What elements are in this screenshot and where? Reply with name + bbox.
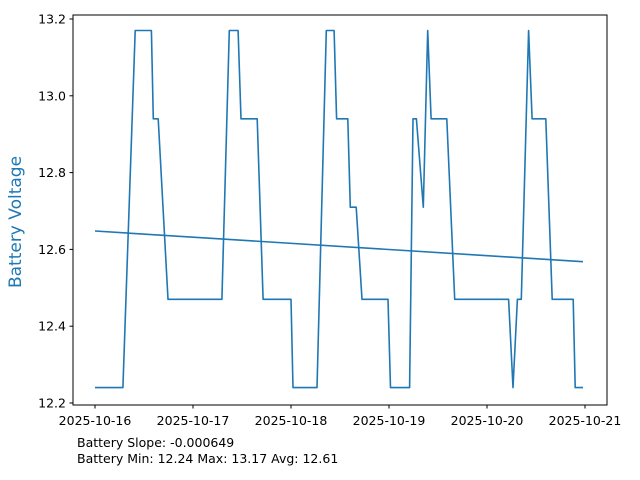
- stat-minmax-text: Battery Min: 12.24 Max: 13.17 Avg: 12.61: [77, 451, 339, 466]
- y-axis-label: Battery Voltage: [6, 155, 26, 289]
- x-tick-label: 2025-10-20: [451, 413, 524, 428]
- y-tick-label: 12.6: [38, 242, 66, 257]
- y-tick-label: 12.2: [38, 396, 66, 411]
- y-tick-label: 13.0: [38, 88, 66, 103]
- x-tick-label: 2025-10-21: [549, 413, 622, 428]
- x-tick-label: 2025-10-19: [353, 413, 426, 428]
- y-tick-label: 13.2: [38, 11, 66, 26]
- x-tick-label: 2025-10-17: [157, 413, 230, 428]
- x-tick-label: 2025-10-18: [255, 413, 328, 428]
- battery-voltage-line: [95, 29, 583, 389]
- y-tick-label: 12.8: [38, 165, 66, 180]
- x-tick-label: 2025-10-16: [59, 413, 132, 428]
- y-tick-label: 12.4: [38, 319, 66, 334]
- stat-slope-text: Battery Slope: -0.000649: [77, 435, 235, 450]
- axes-frame: [72, 14, 608, 406]
- battery-trend-line: [94, 230, 584, 263]
